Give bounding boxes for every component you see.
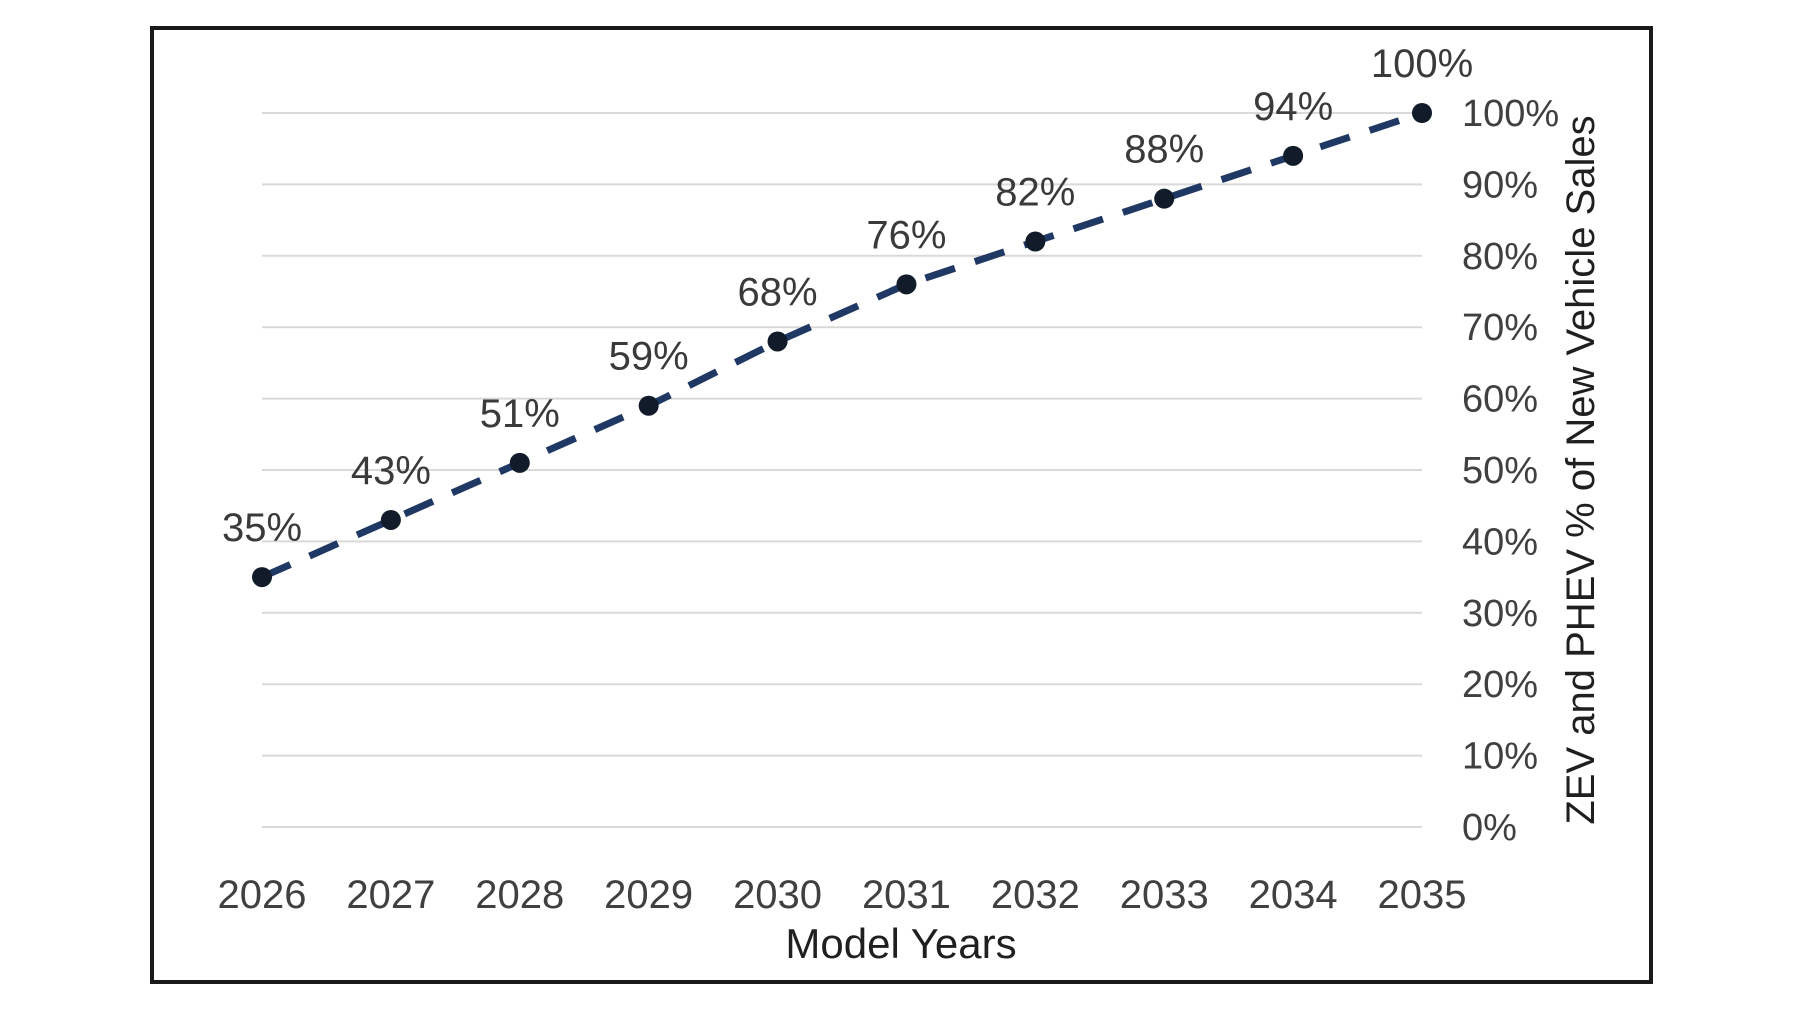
x-tick-label: 2032 [991,873,1080,917]
data-point [252,567,272,588]
y-tick-label: 80% [1462,236,1538,278]
data-label: 82% [995,171,1075,215]
x-axis-title: Model Years [785,920,1016,967]
x-tick-label: 2033 [1120,873,1209,917]
y-tick-label: 20% [1462,664,1538,706]
data-point [1283,145,1304,166]
x-tick-label: 2030 [733,873,822,917]
data-point [1025,231,1046,252]
y-tick-label: 100% [1462,93,1559,135]
y-tick-label: 30% [1462,593,1538,635]
data-label: 94% [1253,85,1333,129]
data-point [1154,188,1175,209]
x-tick-label: 2031 [862,873,951,917]
x-tick-label: 2034 [1249,873,1338,917]
data-label: 43% [351,449,431,493]
x-tick-label: 2026 [218,873,307,917]
y-tick-label: 70% [1462,307,1538,349]
data-label: 68% [738,270,818,314]
y-tick-label: 60% [1462,379,1538,421]
data-label: 76% [866,213,946,257]
data-label: 100% [1371,42,1473,86]
data-point [638,395,659,416]
zev-phev-adoption-line-chart: 0% 10% 20% 30% 40% 50% 60% 70% 80% 90% 100% 35% 43% 5… [218,42,1603,967]
x-tick-label: 2035 [1378,873,1467,917]
data-point [896,274,917,295]
x-tick-label: 2028 [475,873,564,917]
y-tick-label: 40% [1462,521,1538,563]
series-line [260,109,1424,581]
y-tick-label: 0% [1462,807,1517,849]
data-label: 59% [609,335,689,379]
data-point [380,509,401,530]
data-point [767,331,788,352]
data-label: 51% [480,392,560,436]
y-tick-label: 50% [1462,450,1538,492]
x-tick-label: 2029 [604,873,693,917]
data-point [509,452,530,473]
data-point [1412,103,1432,123]
data-label: 88% [1124,128,1204,172]
y-axis-title: ZEV and PHEV % of New Vehicle Sales [1559,115,1603,824]
y-tick-label: 90% [1462,164,1538,206]
chart-frame: 0% 10% 20% 30% 40% 50% 60% 70% 80% 90% 100% 35% 43% 5… [150,26,1653,984]
y-tick-label: 10% [1462,736,1538,778]
x-tick-label: 2027 [346,873,435,917]
data-label: 35% [222,506,302,550]
